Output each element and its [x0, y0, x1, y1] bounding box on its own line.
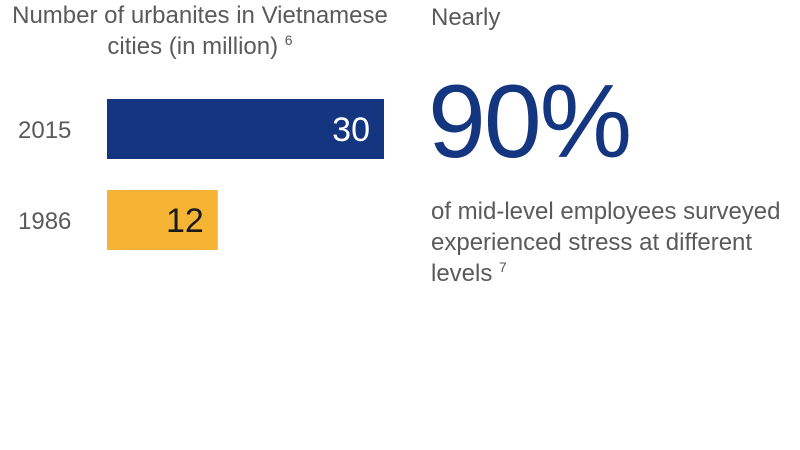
bar-value-label-1986: 12	[166, 202, 204, 240]
bar-2015	[107, 99, 384, 159]
chart-title-text: Number of urbanites in Vietnamese cities…	[12, 2, 388, 60]
bar-1986	[107, 190, 218, 250]
stat-lead-text: Nearly	[431, 4, 501, 31]
chart-title: Number of urbanites in Vietnamese cities…	[0, 0, 400, 62]
bar-chart: 2015 30 1986 12	[18, 99, 384, 250]
bar-value-label-2015: 30	[332, 111, 370, 149]
category-label-2015: 2015	[18, 117, 71, 144]
stat-description-text: of mid-level employees surveyed experien…	[431, 198, 781, 287]
category-label-1986: 1986	[18, 208, 71, 235]
chart-title-footnote: 6	[284, 32, 293, 48]
stat-value: 90%	[428, 64, 632, 180]
stat-description: of mid-level employees surveyed experien…	[431, 196, 796, 289]
stat-footnote: 7	[499, 259, 507, 275]
